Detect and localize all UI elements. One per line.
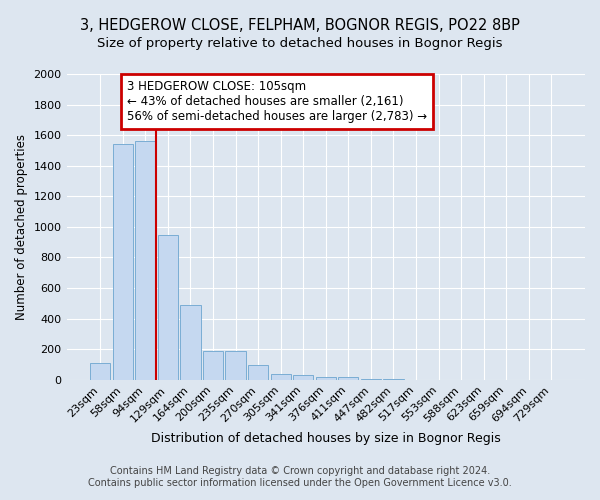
Bar xyxy=(316,377,336,380)
Bar xyxy=(248,364,268,380)
Bar xyxy=(135,140,155,380)
Bar xyxy=(361,379,381,380)
Bar xyxy=(90,363,110,380)
Text: 3, HEDGEROW CLOSE, FELPHAM, BOGNOR REGIS, PO22 8BP: 3, HEDGEROW CLOSE, FELPHAM, BOGNOR REGIS… xyxy=(80,18,520,32)
X-axis label: Distribution of detached houses by size in Bognor Regis: Distribution of detached houses by size … xyxy=(151,432,500,445)
Bar xyxy=(181,305,200,380)
Bar xyxy=(338,377,358,380)
Bar xyxy=(271,374,291,380)
Bar xyxy=(203,351,223,380)
Bar xyxy=(113,144,133,380)
Bar xyxy=(158,234,178,380)
Text: Size of property relative to detached houses in Bognor Regis: Size of property relative to detached ho… xyxy=(97,38,503,51)
Bar xyxy=(226,351,246,380)
Bar xyxy=(293,375,313,380)
Text: Contains HM Land Registry data © Crown copyright and database right 2024.
Contai: Contains HM Land Registry data © Crown c… xyxy=(88,466,512,487)
Y-axis label: Number of detached properties: Number of detached properties xyxy=(15,134,28,320)
Text: 3 HEDGEROW CLOSE: 105sqm
← 43% of detached houses are smaller (2,161)
56% of sem: 3 HEDGEROW CLOSE: 105sqm ← 43% of detach… xyxy=(127,80,427,123)
